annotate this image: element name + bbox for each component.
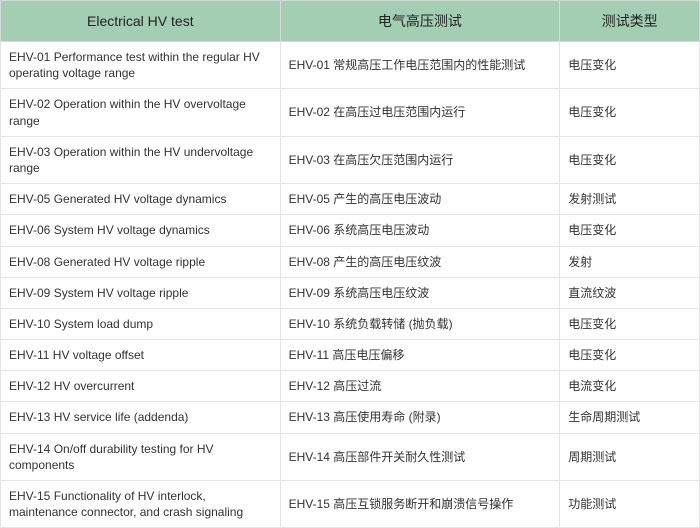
cell-type: 电压变化 bbox=[560, 89, 700, 136]
cell-en: EHV-11 HV voltage offset bbox=[1, 340, 281, 371]
col-header-type: 测试类型 bbox=[560, 1, 700, 42]
table-row: EHV-12 HV overcurrentEHV-12 高压过流电流变化 bbox=[1, 371, 700, 402]
cell-zh: EHV-11 高压电压偏移 bbox=[280, 340, 560, 371]
table-header-row: Electrical HV test 电气高压测试 测试类型 bbox=[1, 1, 700, 42]
cell-en: EHV-05 Generated HV voltage dynamics bbox=[1, 184, 281, 215]
cell-type: 电压变化 bbox=[560, 340, 700, 371]
cell-en: EHV-15 Functionality of HV interlock, ma… bbox=[1, 481, 281, 528]
cell-type: 发射 bbox=[560, 246, 700, 277]
cell-zh: EHV-02 在高压过电压范围内运行 bbox=[280, 89, 560, 136]
cell-en: EHV-01 Performance test within the regul… bbox=[1, 42, 281, 89]
table-row: EHV-08 Generated HV voltage rippleEHV-08… bbox=[1, 246, 700, 277]
cell-en: EHV-02 Operation within the HV overvolta… bbox=[1, 89, 281, 136]
cell-en: EHV-06 System HV voltage dynamics bbox=[1, 215, 281, 246]
cell-zh: EHV-08 产生的高压电压纹波 bbox=[280, 246, 560, 277]
cell-zh: EHV-06 系统高压电压波动 bbox=[280, 215, 560, 246]
cell-type: 电压变化 bbox=[560, 308, 700, 339]
cell-zh: EHV-14 高压部件开关耐久性测试 bbox=[280, 433, 560, 480]
cell-type: 周期测试 bbox=[560, 433, 700, 480]
cell-en: EHV-10 System load dump bbox=[1, 308, 281, 339]
hv-test-table: Electrical HV test 电气高压测试 测试类型 EHV-01 Pe… bbox=[0, 0, 700, 528]
col-header-zh: 电气高压测试 bbox=[280, 1, 560, 42]
cell-type: 功能测试 bbox=[560, 481, 700, 528]
cell-en: EHV-08 Generated HV voltage ripple bbox=[1, 246, 281, 277]
cell-type: 电流变化 bbox=[560, 371, 700, 402]
cell-en: EHV-13 HV service life (addenda) bbox=[1, 402, 281, 433]
cell-type: 直流纹波 bbox=[560, 277, 700, 308]
cell-en: EHV-09 System HV voltage ripple bbox=[1, 277, 281, 308]
cell-en: EHV-14 On/off durability testing for HV … bbox=[1, 433, 281, 480]
cell-zh: EHV-15 高压互锁服务断开和崩溃信号操作 bbox=[280, 481, 560, 528]
cell-type: 电压变化 bbox=[560, 136, 700, 183]
cell-zh: EHV-03 在高压欠压范围内运行 bbox=[280, 136, 560, 183]
cell-en: EHV-03 Operation within the HV undervolt… bbox=[1, 136, 281, 183]
table-row: EHV-01 Performance test within the regul… bbox=[1, 42, 700, 89]
cell-zh: EHV-05 产生的高压电压波动 bbox=[280, 184, 560, 215]
table-row: EHV-02 Operation within the HV overvolta… bbox=[1, 89, 700, 136]
cell-type: 发射测试 bbox=[560, 184, 700, 215]
cell-type: 电压变化 bbox=[560, 215, 700, 246]
cell-zh: EHV-13 高压使用寿命 (附录) bbox=[280, 402, 560, 433]
table-row: EHV-10 System load dumpEHV-10 系统负载转储 (抛负… bbox=[1, 308, 700, 339]
cell-type: 生命周期测试 bbox=[560, 402, 700, 433]
table-row: EHV-05 Generated HV voltage dynamicsEHV-… bbox=[1, 184, 700, 215]
cell-type: 电压变化 bbox=[560, 42, 700, 89]
table-row: EHV-06 System HV voltage dynamicsEHV-06 … bbox=[1, 215, 700, 246]
cell-zh: EHV-09 系统高压电压纹波 bbox=[280, 277, 560, 308]
table-row: EHV-13 HV service life (addenda)EHV-13 高… bbox=[1, 402, 700, 433]
table-row: EHV-14 On/off durability testing for HV … bbox=[1, 433, 700, 480]
cell-en: EHV-12 HV overcurrent bbox=[1, 371, 281, 402]
table-row: EHV-03 Operation within the HV undervolt… bbox=[1, 136, 700, 183]
cell-zh: EHV-01 常规高压工作电压范围内的性能测试 bbox=[280, 42, 560, 89]
col-header-en: Electrical HV test bbox=[1, 1, 281, 42]
table-row: EHV-15 Functionality of HV interlock, ma… bbox=[1, 481, 700, 528]
table-row: EHV-11 HV voltage offsetEHV-11 高压电压偏移电压变… bbox=[1, 340, 700, 371]
table-row: EHV-09 System HV voltage rippleEHV-09 系统… bbox=[1, 277, 700, 308]
cell-zh: EHV-10 系统负载转储 (抛负载) bbox=[280, 308, 560, 339]
cell-zh: EHV-12 高压过流 bbox=[280, 371, 560, 402]
